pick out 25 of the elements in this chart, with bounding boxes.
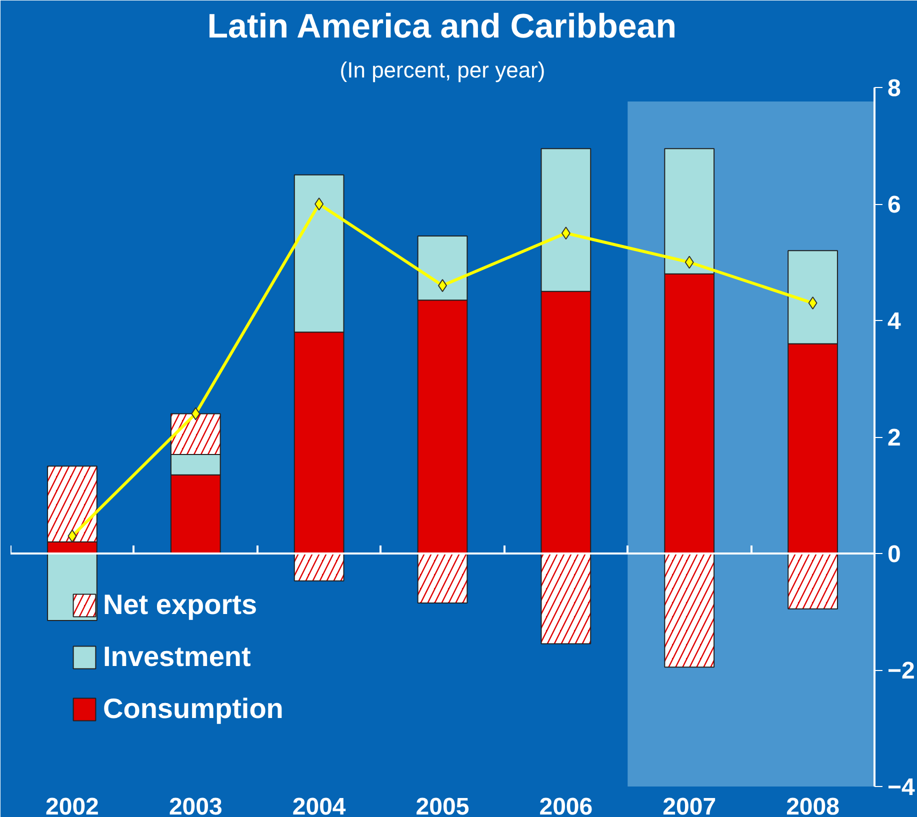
x-tick-label: 2002 [46, 794, 99, 817]
x-tick-label: 2005 [416, 794, 470, 817]
point [191, 407, 200, 420]
x-tick-label: 2003 [168, 794, 222, 817]
chart-subtitle: (In percent, per year) [340, 58, 546, 82]
x-tick-label: 2006 [539, 794, 593, 817]
point [561, 226, 570, 240]
y-tick-label: 6 [888, 192, 901, 218]
point [808, 296, 818, 310]
legend-label: Consumption [103, 692, 284, 726]
y-tick-label: 4 [888, 308, 902, 335]
x-tick-label: 2007 [662, 794, 716, 817]
x-tick-label: 2008 [786, 794, 840, 817]
chart-title: Latin America and Caribbean [207, 8, 676, 46]
point [314, 198, 324, 210]
legend-label: Net exports [103, 588, 258, 622]
y-tick-label: −2 [888, 658, 915, 684]
y-tick-label: 0 [888, 541, 901, 568]
point [684, 256, 694, 269]
y-tick-label: −4 [888, 774, 916, 801]
point [68, 530, 77, 543]
x-tick-label: 2004 [292, 794, 346, 817]
y-tick-label: 8 [888, 75, 901, 102]
legend-label: Investment [103, 640, 251, 674]
y-tick-label: 2 [888, 424, 901, 452]
